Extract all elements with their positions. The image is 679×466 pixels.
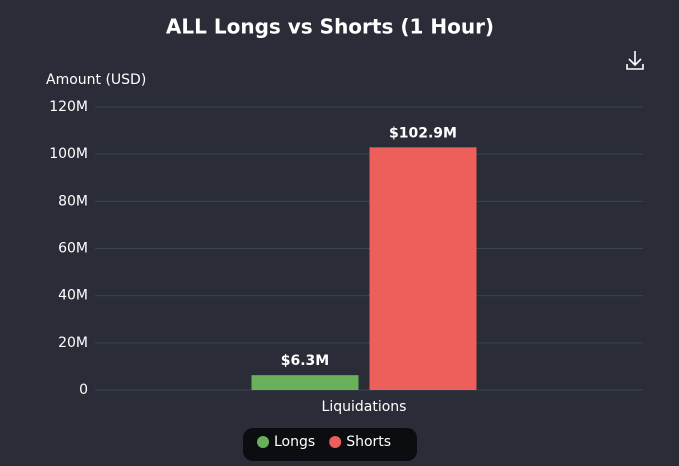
bar bbox=[369, 147, 477, 390]
y-axis-label: Amount (USD) bbox=[46, 72, 146, 88]
data-label: $102.9M bbox=[389, 125, 457, 141]
data-label: $6.3M bbox=[281, 353, 329, 369]
y-tick-label: 40M bbox=[58, 288, 88, 304]
chart-title: ALL Longs vs Shorts (1 Hour) bbox=[166, 15, 494, 39]
download-button[interactable] bbox=[626, 51, 644, 70]
legend-label: Shorts bbox=[346, 434, 391, 450]
x-tick-label: Liquidations bbox=[322, 399, 407, 415]
y-tick-label: 20M bbox=[58, 335, 88, 351]
legend-marker bbox=[257, 436, 269, 448]
legend-marker bbox=[329, 436, 342, 448]
download-icon[interactable] bbox=[626, 51, 644, 70]
y-tick-label: 0 bbox=[79, 382, 88, 398]
y-tick-label: 120M bbox=[49, 99, 88, 115]
y-tick-label: 100M bbox=[49, 146, 88, 162]
bar bbox=[251, 375, 359, 390]
y-tick-label: 60M bbox=[58, 241, 88, 257]
legend-label: Longs bbox=[274, 434, 315, 450]
y-tick-label: 80M bbox=[58, 193, 88, 209]
